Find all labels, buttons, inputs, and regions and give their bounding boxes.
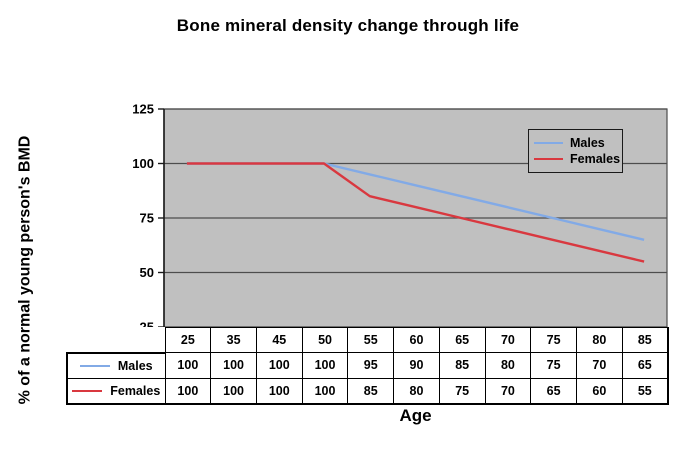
age-header-cell: 65 [438, 327, 486, 353]
males-value-cell: 85 [438, 352, 486, 379]
y-tick-label-50: 50 [140, 265, 154, 280]
age-header-cell: 80 [575, 327, 623, 353]
females-value-cell: 65 [530, 377, 577, 405]
females-key-line-icon [72, 390, 103, 393]
legend-label-females: Females [570, 152, 621, 166]
age-header-cell: 50 [301, 327, 349, 353]
age-header-cell: 60 [393, 327, 440, 353]
females-value-cell: 100 [210, 377, 257, 405]
males-value-cell: 95 [347, 352, 395, 379]
table-body: 25 35 45 50 55 60 65 70 75 80 85 Males 100 100 100 100 9… [66, 327, 669, 405]
males-value-cell: 75 [530, 352, 577, 379]
males-row-label-cell: Males [66, 351, 166, 379]
chart-title: Bone mineral density change through life [176, 16, 520, 35]
data-table: 25 35 45 50 55 60 65 70 75 80 85 Males 100 100 100 100 9… [66, 327, 669, 405]
females-line-swatch-icon [534, 158, 563, 161]
table-row-females: Females 100 100 100 100 85 80 75 70 65 60 55 [66, 377, 669, 405]
legend-item-females: Females [534, 152, 621, 166]
table-row-males: Males 100 100 100 100 95 90 85 80 75 70 65 [66, 351, 669, 379]
females-value-cell: 100 [164, 377, 212, 405]
males-row-label: Males [117, 358, 153, 373]
males-value-cell: 100 [255, 352, 303, 379]
age-header-cell: 25 [164, 327, 212, 353]
males-line-swatch-icon [534, 141, 563, 144]
females-value-cell: 70 [484, 377, 532, 405]
y-axis-title-text: % of a normal young person's BMD [16, 135, 33, 405]
males-value-cell: 65 [621, 352, 669, 379]
females-value-cell: 80 [393, 377, 440, 405]
table-corner-cell [67, 327, 165, 353]
age-header-cell: 85 [621, 327, 669, 353]
age-header-cell: 45 [255, 327, 303, 353]
table-row-ages: 25 35 45 50 55 60 65 70 75 80 85 [67, 327, 669, 353]
age-header-cell: 70 [484, 327, 532, 353]
females-value-cell: 55 [621, 377, 669, 405]
legend: Males Females [528, 129, 623, 173]
females-value-cell: 100 [301, 377, 349, 405]
females-line [186, 162, 645, 263]
males-value-cell: 100 [301, 352, 349, 379]
y-tick-label-125: 125 [132, 102, 154, 117]
males-key-line-icon [79, 365, 110, 368]
females-value-cell: 75 [438, 377, 486, 405]
y-tick-label-75: 75 [140, 211, 154, 226]
x-axis-title: Age [399, 406, 432, 425]
females-value-cell: 60 [575, 377, 623, 405]
females-value-cell: 100 [255, 377, 303, 405]
males-value-cell: 100 [210, 352, 257, 379]
age-header-cell: 75 [530, 327, 577, 353]
legend-item-males: Males [534, 135, 617, 150]
males-value-cell: 90 [393, 352, 440, 379]
y-axis-title: % of a normal young person's BMD [6, 95, 44, 445]
females-value-cell: 85 [347, 377, 395, 405]
males-value-cell: 70 [575, 352, 623, 379]
males-value-cell: 100 [164, 352, 212, 379]
legend-label-males: Males [570, 135, 605, 150]
females-row-label-cell: Females [66, 377, 166, 405]
age-header-cell: 35 [210, 327, 257, 353]
males-value-cell: 80 [484, 352, 532, 379]
age-header-cell: 55 [347, 327, 395, 353]
females-row-label: Females [110, 383, 161, 398]
y-tick-label-100: 100 [132, 156, 154, 171]
